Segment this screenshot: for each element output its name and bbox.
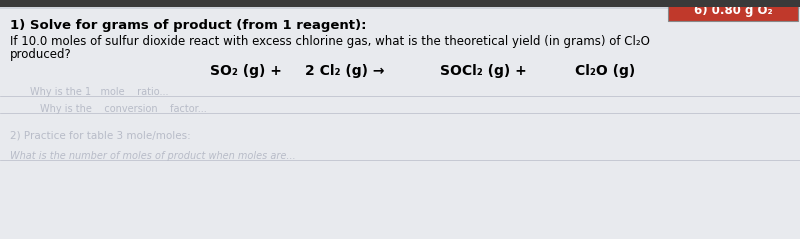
Text: SOCl₂ (g) +: SOCl₂ (g) + bbox=[440, 64, 526, 78]
Text: 2) Practice for table 3 mole/moles:: 2) Practice for table 3 mole/moles: bbox=[10, 131, 190, 141]
FancyBboxPatch shape bbox=[0, 0, 800, 7]
Text: 1) Solve for grams of product (from 1 reagent):: 1) Solve for grams of product (from 1 re… bbox=[10, 19, 366, 32]
Text: 6) 0.80 g O₂: 6) 0.80 g O₂ bbox=[694, 4, 772, 16]
Text: produced?: produced? bbox=[10, 48, 72, 61]
Text: Why is the 1   mole    ratio...: Why is the 1 mole ratio... bbox=[30, 87, 169, 97]
Text: Cl₂O (g): Cl₂O (g) bbox=[575, 64, 635, 78]
Text: 2 Cl₂ (g) →: 2 Cl₂ (g) → bbox=[305, 64, 385, 78]
FancyBboxPatch shape bbox=[668, 0, 798, 21]
Text: What is the number of moles of product when moles are...: What is the number of moles of product w… bbox=[10, 151, 296, 161]
Text: If 10.0 moles of sulfur dioxide react with excess chlorine gas, what is the theo: If 10.0 moles of sulfur dioxide react wi… bbox=[10, 35, 650, 48]
Text: SO₂ (g) +: SO₂ (g) + bbox=[210, 64, 282, 78]
FancyBboxPatch shape bbox=[0, 9, 800, 239]
Text: Why is the    conversion    factor...: Why is the conversion factor... bbox=[40, 104, 206, 114]
